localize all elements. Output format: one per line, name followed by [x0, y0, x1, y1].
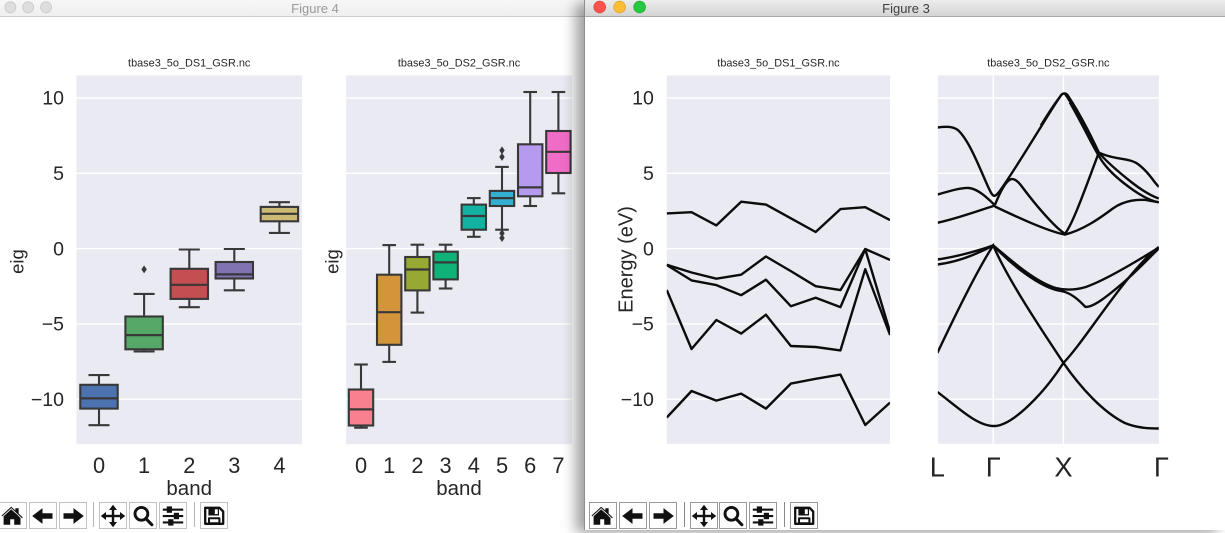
svg-text:Γ: Γ [986, 451, 1001, 482]
svg-text:−10: −10 [31, 389, 64, 411]
svg-text:4: 4 [468, 453, 480, 478]
svg-text:2: 2 [183, 453, 195, 478]
svg-text:4: 4 [273, 453, 285, 478]
svg-text:Energy (eV): Energy (eV) [616, 206, 638, 313]
svg-text:eig: eig [321, 249, 342, 274]
svg-text:−10: −10 [621, 389, 654, 411]
svg-text:X: X [1055, 451, 1073, 482]
svg-text:0: 0 [643, 238, 654, 260]
svg-text:6: 6 [524, 453, 536, 478]
svg-text:tbase3_5o_DS1_GSR.nc: tbase3_5o_DS1_GSR.nc [718, 58, 841, 70]
svg-text:band: band [166, 477, 212, 500]
svg-text:Γ: Γ [1154, 451, 1169, 482]
svg-text:0: 0 [93, 453, 105, 478]
svg-text:−5: −5 [632, 314, 654, 336]
svg-text:7: 7 [552, 453, 564, 478]
svg-text:5: 5 [496, 453, 508, 478]
svg-text:tbase3_5o_DS2_GSR.nc: tbase3_5o_DS2_GSR.nc [398, 58, 521, 70]
svg-text:3: 3 [228, 453, 240, 478]
svg-text:10: 10 [42, 88, 64, 110]
svg-text:0: 0 [355, 453, 367, 478]
svg-text:10: 10 [632, 88, 654, 110]
svg-text:1: 1 [383, 453, 395, 478]
svg-text:tbase3_5o_DS2_GSR.nc: tbase3_5o_DS2_GSR.nc [987, 58, 1110, 70]
svg-text:band: band [436, 477, 482, 500]
svg-text:1: 1 [138, 453, 150, 478]
svg-text:L: L [930, 451, 945, 482]
svg-text:eig: eig [7, 249, 28, 274]
svg-text:3: 3 [440, 453, 452, 478]
svg-text:tbase3_5o_DS1_GSR.nc: tbase3_5o_DS1_GSR.nc [128, 58, 251, 70]
svg-text:5: 5 [643, 163, 654, 185]
svg-text:0: 0 [53, 238, 64, 260]
svg-text:−5: −5 [42, 314, 64, 336]
svg-text:2: 2 [411, 453, 423, 478]
svg-text:5: 5 [53, 163, 64, 185]
